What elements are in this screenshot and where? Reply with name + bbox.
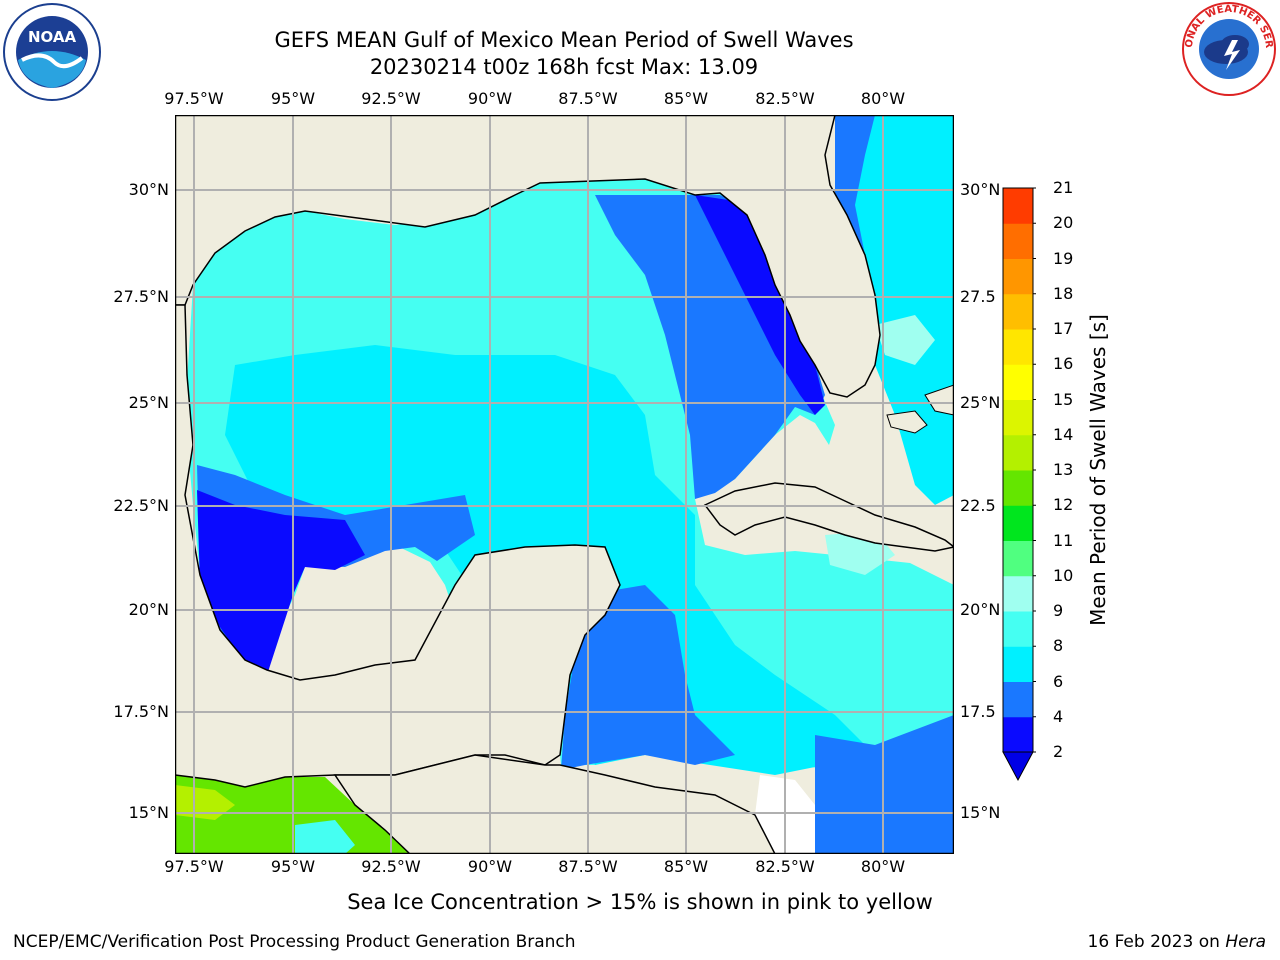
lat-tick-left-17.5: 17.5°N [113,702,169,721]
footer-date-text: 16 Feb 2023 on [1087,932,1226,952]
colorbar-bin-18 [1003,258,1033,295]
lat-tick-right-27.5: 27.5 [960,287,996,306]
lon-tick-bottom-97.5: 97.5°W [164,857,224,876]
colorbar-tick-label: 18 [1053,283,1074,303]
lon-tick-bottom-85: 85°W [663,857,709,876]
colorbar-tick-label: 20 [1053,213,1074,233]
graticule [175,115,954,854]
map-title: GEFS MEAN Gulf of Mexico Mean Period of … [274,28,854,52]
colorbar-tick-label: 10 [1053,565,1074,585]
colorbar-tick-label: 15 [1053,389,1074,409]
colorbar-bin-14 [1003,399,1033,436]
lon-tick-bottom-95: 95°W [270,857,316,876]
colorbar-tick-label: 12 [1053,495,1074,515]
lat-tick-left-22.5: 22.5°N [113,496,169,515]
noaa-logo-text: NOAA [28,28,77,46]
blue-darkest-west [197,490,365,675]
colorbar-tick-label: 19 [1053,248,1074,268]
colorbar-tick-label: 2 [1053,742,1064,761]
atlantic-water [835,115,954,505]
colorbar-tick-label: 4 [1053,706,1064,726]
lat-tick-right-15: 15°N [960,803,1001,822]
colorbar-tick-label: 14 [1053,424,1074,444]
lon-tick-top-80: 80°W [860,89,906,108]
blue-darkest-east [695,195,825,415]
lon-tick-bottom-82.5: 82.5°W [755,857,815,876]
colorbar-bin-9 [1003,575,1033,612]
lat-tick-right-25: 25°N [960,393,1001,412]
colorbar-tick-label: 16 [1053,354,1074,374]
colorbar-extend-triangle [1002,751,1034,782]
colorbar-bin-15 [1003,364,1033,400]
lon-tick-top-92.5: 92.5°W [361,89,421,108]
colorbar-bin-12 [1003,470,1033,506]
land-cuba [703,482,954,552]
colorbar-tick-label: 21 [1053,178,1074,197]
land-bahamas [886,410,928,434]
colorbar-bin-16 [1003,329,1033,365]
colorbar-tick-label: 13 [1053,460,1074,479]
sea-ice-note: Sea Ice Concentration > 15% is shown in … [347,890,933,914]
colorbar-bin-10 [1003,540,1033,577]
lat-tick-right-22.5: 22.5 [960,496,996,515]
lat-tick-left-27.5: 27.5°N [113,287,169,306]
colorbar-bin-20 [1003,188,1033,224]
colorbar-tick-label: 17 [1053,319,1074,338]
blue-caribbean-south [815,715,954,854]
lat-tick-right-30: 30°N [960,180,1001,199]
lon-tick-bottom-92.5: 92.5°W [361,857,421,876]
land-hispaniola-edge [924,384,954,416]
lon-tick-bottom-90: 90°W [467,857,513,876]
colorbar-label: Mean Period of Swell Waves [s] [1086,314,1110,626]
atlantic-light-patch [875,315,935,365]
colorbar-bin-4 [1003,681,1033,718]
lat-tick-right-20: 20°N [960,600,1001,619]
colorbar-tick-label: 6 [1053,671,1064,691]
colorbar-bin-6 [1003,646,1033,682]
lon-tick-top-95: 95°W [270,89,316,108]
colorbar [1002,187,1036,782]
footer-host: Hera [1225,932,1266,952]
map-plot [175,115,954,854]
lon-tick-bottom-87.5: 87.5°W [558,857,618,876]
colorbar-bin-8 [1003,611,1033,647]
lat-tick-left-15: 15°N [128,803,169,822]
pacific-yellow-patch [175,785,235,820]
map-subtitle: 20230214 t00z 168h fcst Max: 13.09 [369,55,759,79]
lon-tick-top-85: 85°W [663,89,709,108]
map-frame [175,115,954,854]
lat-tick-left-30: 30°N [128,180,169,199]
colorbar-tick-label: 11 [1053,530,1074,550]
colorbar-bin-19 [1003,223,1033,259]
footer-date: 16 Feb 2023 on Hera [1088,932,1266,952]
colorbar-bin-13 [1003,434,1033,471]
footer-branch: NCEP/EMC/Verification Post Processing Pr… [13,932,576,952]
pacific-cyan-patch [295,820,355,854]
lon-tick-top-97.5: 97.5°W [164,89,224,108]
lon-tick-top-90: 90°W [467,89,513,108]
lon-tick-top-87.5: 87.5°W [558,89,618,108]
lon-tick-bottom-80: 80°W [860,857,906,876]
colorbar-tick-label: 8 [1053,636,1064,656]
colorbar-bin-2 [1003,716,1033,753]
colorbar-bin-17 [1003,293,1033,330]
land-us-florida [175,115,881,398]
lat-tick-right-17.5: 17.5 [960,702,996,721]
blue-caribbean-west [561,585,735,770]
lon-tick-top-82.5: 82.5°W [755,89,815,108]
nws-logo: NATIONAL WEATHER SERVICE [1176,0,1278,98]
land-central-america [333,754,776,854]
colorbar-tick-label: 9 [1053,601,1064,620]
lat-tick-left-20: 20°N [128,600,169,619]
noaa-logo: NOAA [2,2,102,102]
colorbar-bin-11 [1003,505,1033,541]
lat-tick-left-25: 25°N [128,393,169,412]
